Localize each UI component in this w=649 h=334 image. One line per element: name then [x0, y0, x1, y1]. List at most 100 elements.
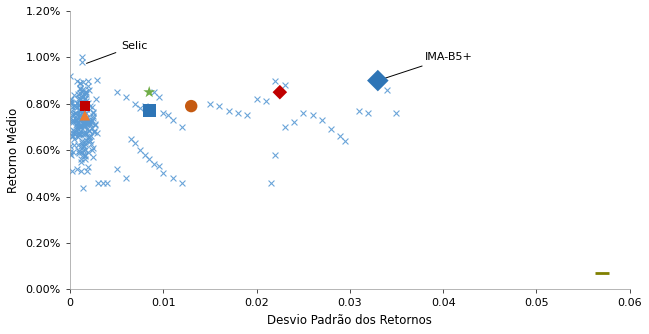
Point [80, 115, 91, 121]
Point [596, 271, 607, 276]
Point [78, 185, 88, 191]
Point [90, 121, 100, 126]
Point [79, 119, 90, 124]
Point [232, 111, 243, 116]
Point [279, 124, 289, 130]
Point [78, 153, 88, 158]
Point [79, 130, 90, 135]
Point [83, 78, 93, 84]
Point [88, 155, 98, 160]
Point [76, 116, 86, 121]
Point [77, 140, 87, 146]
Point [87, 104, 97, 109]
Point [144, 157, 154, 162]
Point [74, 97, 84, 102]
Point [74, 131, 84, 136]
Point [76, 118, 86, 123]
Point [93, 180, 103, 185]
Point [67, 104, 77, 110]
Point [69, 136, 79, 142]
Point [80, 89, 91, 95]
Point [79, 124, 89, 130]
Point [65, 149, 75, 154]
Point [78, 117, 88, 122]
Point [65, 151, 75, 156]
Point [67, 130, 78, 135]
Point [79, 147, 89, 152]
Point [75, 101, 86, 106]
Point [77, 89, 87, 95]
Point [88, 129, 99, 134]
Point [80, 113, 90, 118]
Point [84, 129, 94, 134]
Point [135, 148, 145, 153]
Point [80, 111, 91, 116]
Point [65, 143, 75, 149]
Point [82, 117, 93, 123]
Point [83, 84, 93, 89]
Y-axis label: Retorno Médio: Retorno Médio [7, 108, 20, 193]
Point [177, 124, 187, 130]
Point [83, 150, 93, 155]
Point [67, 134, 78, 139]
Point [73, 133, 84, 138]
Point [78, 131, 88, 136]
Point [92, 77, 102, 82]
Point [130, 141, 140, 146]
Point [326, 127, 336, 132]
Point [79, 92, 90, 97]
Point [391, 111, 402, 116]
Point [69, 92, 79, 98]
Point [79, 122, 89, 127]
Point [86, 133, 97, 139]
Point [88, 116, 99, 121]
Point [149, 90, 159, 95]
Point [80, 156, 90, 162]
Point [83, 100, 93, 106]
Point [214, 104, 225, 109]
Point [89, 128, 99, 133]
Point [77, 149, 88, 155]
Point [73, 123, 83, 129]
Point [158, 111, 168, 116]
Point [79, 147, 90, 152]
Point [308, 113, 318, 118]
Point [79, 89, 90, 94]
Point [84, 127, 94, 133]
Point [270, 78, 280, 83]
Point [75, 129, 85, 134]
Point [75, 168, 86, 174]
Point [66, 98, 76, 103]
X-axis label: Desvio Padrão dos Retornos: Desvio Padrão dos Retornos [267, 314, 432, 327]
Point [251, 97, 262, 102]
Text: Selic: Selic [86, 41, 147, 63]
Point [177, 180, 187, 185]
Point [69, 129, 79, 134]
Point [75, 112, 85, 118]
Point [81, 106, 92, 111]
Point [153, 164, 164, 169]
Point [82, 119, 92, 124]
Point [74, 150, 84, 156]
Point [102, 180, 112, 185]
Point [79, 121, 90, 127]
Point [130, 101, 140, 107]
Point [261, 99, 271, 104]
Point [84, 120, 95, 126]
Point [92, 130, 102, 136]
Point [73, 134, 83, 140]
Point [80, 104, 90, 110]
Point [75, 107, 86, 112]
Point [65, 117, 75, 122]
Point [73, 119, 83, 125]
Point [84, 104, 95, 109]
Point [74, 131, 84, 136]
Point [79, 120, 90, 126]
Point [73, 127, 83, 132]
Point [80, 154, 90, 159]
Point [71, 116, 81, 121]
Point [86, 118, 97, 123]
Point [71, 100, 82, 106]
Point [80, 141, 90, 146]
Point [88, 114, 98, 119]
